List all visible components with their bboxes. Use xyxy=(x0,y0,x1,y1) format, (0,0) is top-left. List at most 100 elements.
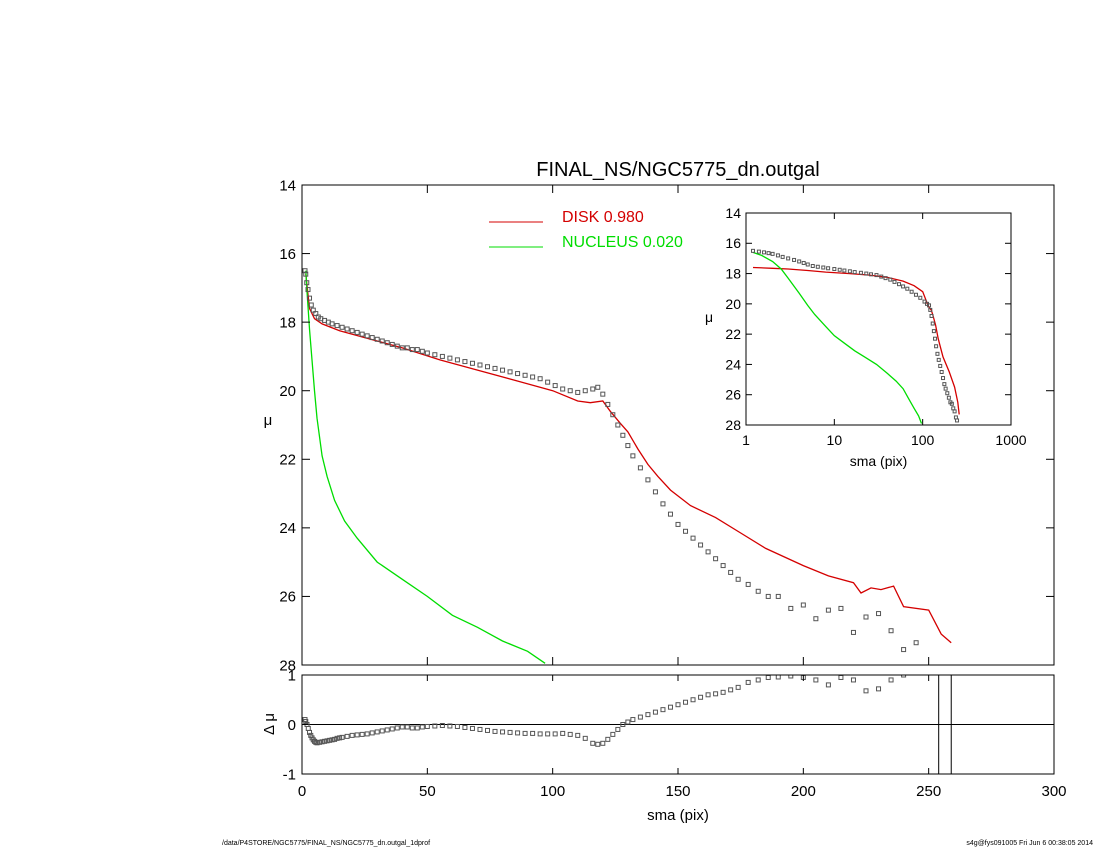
main-ytick-label-4: 22 xyxy=(279,452,296,469)
main-series-data-point-69 xyxy=(690,535,696,541)
main-series-data-point-80 xyxy=(788,605,794,611)
inset-series-data-point-49 xyxy=(942,382,947,387)
main-series-data-point-89 xyxy=(901,647,907,653)
residual-series-residual-point-8 xyxy=(312,738,318,744)
residual-series-residual-point-77 xyxy=(705,692,711,698)
inset-series-data-point-5 xyxy=(775,253,780,258)
residual-series-residual-point-33 xyxy=(404,724,410,730)
inset-series-data-point-27 xyxy=(888,277,893,282)
residual-ylabel: Δ μ xyxy=(261,713,278,735)
main-series-data-point-60 xyxy=(625,443,631,449)
main-series-data-point-41 xyxy=(500,367,506,373)
main-series-data-point-53 xyxy=(590,386,596,392)
residual-series-residual-point-55 xyxy=(560,730,566,736)
main-series-data-point-90 xyxy=(913,640,919,646)
main-series-data-point-24 xyxy=(389,341,395,347)
residual-series-residual-point-66 xyxy=(625,719,631,725)
residual-series-residual-point-96 xyxy=(913,675,919,676)
main-series-data-point-33 xyxy=(439,353,445,359)
main-series-data-point-85 xyxy=(850,629,856,635)
inset-series-data-point-21 xyxy=(858,270,863,275)
main-series-data-point-79 xyxy=(775,593,781,599)
inset-series-data-point-0 xyxy=(750,248,755,253)
main-ytick-label-7: 28 xyxy=(279,657,296,674)
residual-series-residual-point-44 xyxy=(477,726,483,732)
residual-series-residual-point-84 xyxy=(765,675,771,680)
residual-series-residual-point-74 xyxy=(683,699,689,705)
inset-series-data-point-28 xyxy=(892,279,897,284)
main-series-data-point-48 xyxy=(552,383,558,389)
residual-series-residual-point-1 xyxy=(303,719,309,725)
inset-series-disk-line xyxy=(752,266,960,415)
inset-xtick-label-3: 1000 xyxy=(995,432,1026,448)
main-series-data-point-70 xyxy=(698,542,704,548)
inset-series-data-point-45 xyxy=(936,357,941,362)
main-series-data-point-75 xyxy=(735,576,741,582)
inset-series-data-point-32 xyxy=(909,289,914,294)
main-series-data-point-25 xyxy=(394,343,400,349)
inset-xtick-label-0: 1 xyxy=(742,432,750,448)
residual-series-residual-point-83 xyxy=(755,677,761,683)
residual-series-residual-point-69 xyxy=(645,712,651,718)
residual-series-residual-point-50 xyxy=(522,730,528,736)
inset-series-data-point-22 xyxy=(864,271,869,276)
main-series-data-point-19 xyxy=(364,333,370,339)
inset-panel: 1 10 100 1000 14 16 18 20 22 24 26 28 sma (pix) μ xyxy=(705,205,1027,469)
residual-series-residual-point-35 xyxy=(414,725,420,731)
residual-series-residual-point-88 xyxy=(813,677,819,683)
main-series-data-point-42 xyxy=(507,369,513,375)
residual-series-residual-point-37 xyxy=(424,723,430,729)
residual-series-residual-point-42 xyxy=(462,724,468,730)
inset-series-data-point-11 xyxy=(805,262,810,267)
main-ytick-label-3: 20 xyxy=(279,383,296,400)
residual-ytick-label-0: 1 xyxy=(288,667,296,684)
residual-series-residual-point-16 xyxy=(329,737,335,743)
main-series-data-point-67 xyxy=(675,521,681,527)
main-series-data-point-73 xyxy=(720,563,726,569)
inset-series-data-point-50 xyxy=(943,386,948,391)
inset-xlabel: sma (pix) xyxy=(850,453,908,469)
inset-series-data-point-42 xyxy=(933,336,938,341)
main-series-data-point-35 xyxy=(454,357,460,363)
main-series-data-point-47 xyxy=(545,379,551,385)
main-series-data-point-49 xyxy=(560,386,566,392)
main-series-data-point-31 xyxy=(424,350,430,356)
inset-series-data-point-17 xyxy=(837,267,842,272)
residual-series-residual-point-17 xyxy=(332,736,338,742)
clip-res-plot-area xyxy=(302,675,1054,774)
residual-series-residual-point-80 xyxy=(728,687,734,693)
residual-series-residual-point-45 xyxy=(484,727,490,733)
residual-series-residual-point-48 xyxy=(507,729,513,735)
residual-series-residual-point-94 xyxy=(888,677,894,683)
main-series-data-point-72 xyxy=(713,556,719,562)
residual-series-residual-point-19 xyxy=(337,735,343,741)
main-series-data-point-78 xyxy=(765,593,771,599)
residual-series-residual-point-62 xyxy=(605,736,611,742)
residual-xtick-label-0: 0 xyxy=(298,783,306,800)
residual-series-residual-point-53 xyxy=(545,731,551,737)
residual-series-residual-point-26 xyxy=(369,730,375,736)
residual-series-residual-point-41 xyxy=(454,723,460,729)
inset-series-data-point-16 xyxy=(832,267,837,272)
residual-series-residual-point-67 xyxy=(630,717,636,723)
residual-series-residual-point-30 xyxy=(389,726,395,732)
residual-series-residual-point-57 xyxy=(575,732,581,738)
inset-series-data-point-2 xyxy=(762,250,767,255)
inset-series-data-point-25 xyxy=(879,274,884,279)
inset-background xyxy=(746,213,1011,425)
residual-series-residual-point-13 xyxy=(322,738,328,744)
residual-series-residual-point-82 xyxy=(745,679,751,685)
main-series-data-point-56 xyxy=(605,401,611,407)
main-series-data-point-68 xyxy=(683,528,689,534)
residual-xlabel: sma (pix) xyxy=(647,807,709,824)
inset-ytick-label-4: 22 xyxy=(725,326,741,342)
main-series-data-point-0 xyxy=(302,268,308,274)
residual-series-residual-point-68 xyxy=(637,714,643,720)
residual-xtick-label-6: 300 xyxy=(1041,783,1066,800)
legend-label-nucleus: NUCLEUS 0.020 xyxy=(562,234,683,251)
main-series-data-point-65 xyxy=(660,501,666,507)
main-series-data-point-57 xyxy=(610,412,616,418)
main-series-data-point-46 xyxy=(537,376,543,382)
inset-series-data-point-3 xyxy=(766,251,771,256)
inset-series-data-point-30 xyxy=(901,284,906,289)
